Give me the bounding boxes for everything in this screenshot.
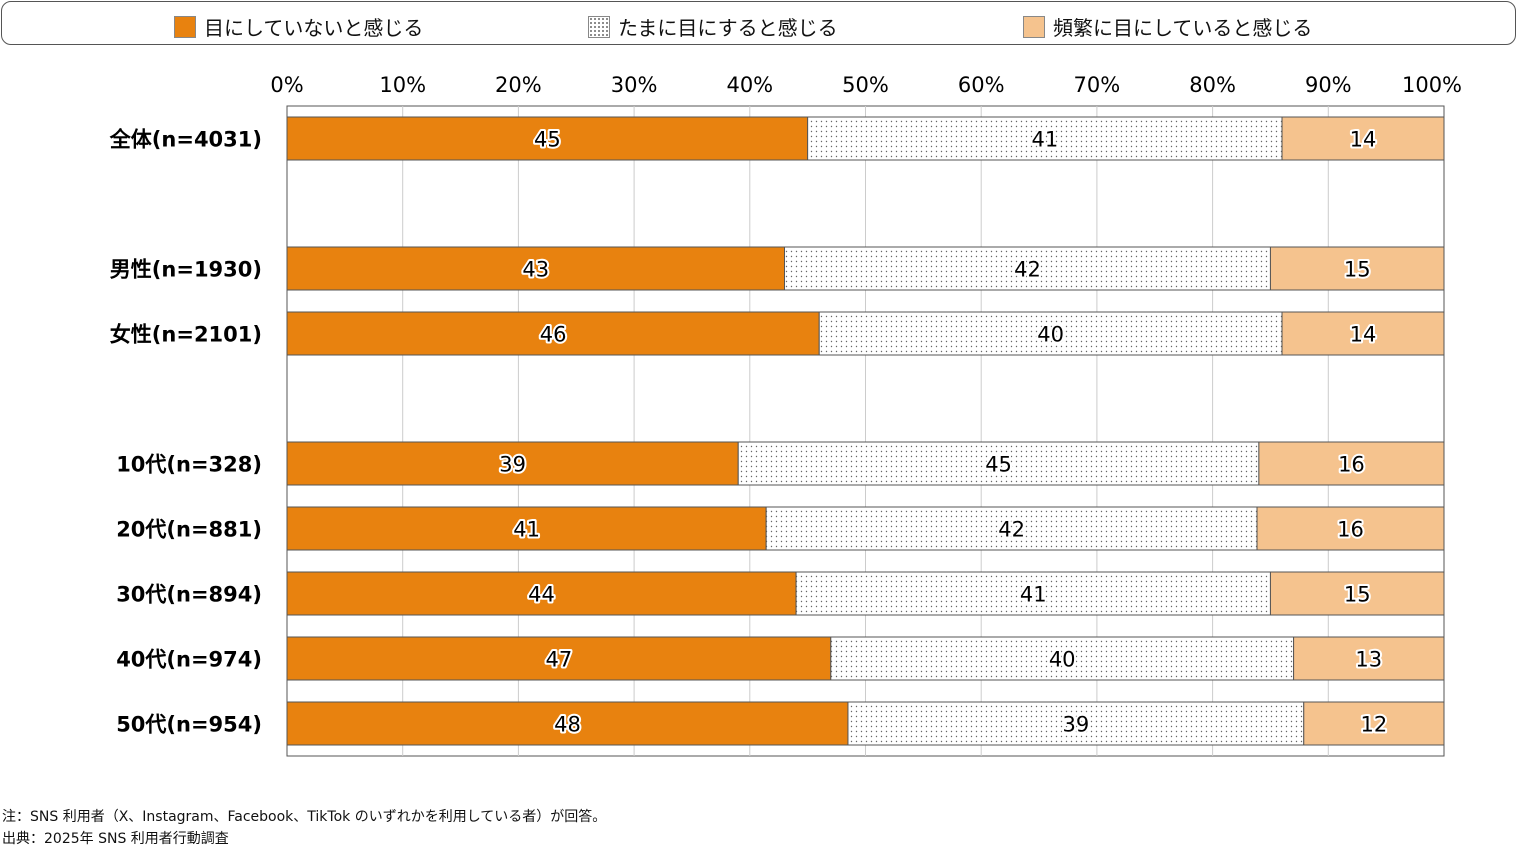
x-tick-label: 30%: [611, 73, 658, 97]
bar-segment: [1281, 116, 1445, 161]
data-label: 46: [540, 323, 567, 347]
data-label: 45: [534, 128, 561, 152]
bar-segment: [286, 636, 832, 681]
data-label: 43: [522, 258, 549, 282]
x-tick-label: 40%: [726, 73, 773, 97]
data-label: 12: [1361, 713, 1388, 737]
data-label: 39: [499, 453, 526, 477]
legend-label: 頻繁に目にしていると感じる: [1053, 16, 1313, 40]
bar-segment: [830, 636, 1295, 681]
x-tick-label: 20%: [495, 73, 542, 97]
legend-item-sometimes: たまに目にすると感じる: [588, 12, 838, 41]
data-label: 16: [1338, 453, 1365, 477]
legend: 目にしていないと感じる たまに目にすると感じる 頻繁に目にしていると感じる: [1, 1, 1516, 45]
bar-segment: [286, 311, 820, 356]
data-label: 42: [998, 518, 1025, 542]
bar-segment: [795, 571, 1271, 616]
data-label: 47: [546, 648, 573, 672]
data-label: 41: [1020, 583, 1047, 607]
data-label: 15: [1344, 258, 1371, 282]
bar-segment: [1269, 246, 1445, 291]
bar-segment: [737, 441, 1260, 486]
data-label: 14: [1350, 128, 1377, 152]
category-label: 男性(n=1930): [110, 258, 262, 282]
legend-item-not-seen: 目にしていないと感じる: [174, 12, 423, 41]
data-label: 40: [1049, 648, 1076, 672]
x-tick-label: 0%: [270, 73, 303, 97]
legend-swatch: [1023, 15, 1045, 38]
x-tick-label: 80%: [1189, 73, 1236, 97]
category-label: 全体(n=4031): [109, 128, 262, 152]
source-note: 出典：2025年 SNS 利用者行動調査: [2, 831, 229, 847]
category-label: 40代(n=974): [116, 648, 262, 672]
bar-segment: [1281, 311, 1445, 356]
data-label: 40: [1037, 323, 1064, 347]
category-label: 20代(n=881): [116, 518, 262, 542]
x-tick-label: 100%: [1402, 73, 1462, 97]
x-tick-label: 10%: [379, 73, 426, 97]
bar-segment: [286, 246, 786, 291]
data-label: 13: [1355, 648, 1382, 672]
x-tick-label: 90%: [1305, 73, 1352, 97]
legend-label: 目にしていないと感じる: [204, 16, 424, 40]
legend-swatch: [174, 15, 196, 38]
x-tick-label: 70%: [1074, 73, 1121, 97]
data-label: 48: [554, 713, 581, 737]
data-label: 39: [1062, 713, 1089, 737]
bar-segment: [286, 701, 849, 746]
bar-segment: [807, 116, 1283, 161]
bar-segment: [1293, 636, 1445, 681]
x-tick-label: 60%: [958, 73, 1005, 97]
x-tick-label: 50%: [842, 73, 889, 97]
data-label: 41: [1031, 128, 1058, 152]
bar-segment: [1258, 441, 1445, 486]
data-label: 42: [1014, 258, 1041, 282]
data-label: 16: [1337, 518, 1364, 542]
category-label: 30代(n=894): [116, 583, 262, 607]
bar-segment: [286, 506, 767, 551]
legend-item-frequent: 頻繁に目にしていると感じる: [1023, 12, 1312, 41]
bar-segment: [784, 246, 1271, 291]
category-label: 10代(n=328): [116, 453, 262, 477]
bar-segment: [1269, 571, 1445, 616]
footnote: 注：SNS 利用者（X、Instagram、Facebook、TikTok のい…: [2, 809, 607, 825]
data-label: 44: [528, 583, 555, 607]
bar-segment: [1303, 701, 1445, 746]
category-label: 50代(n=954): [116, 713, 262, 737]
bar-segment: [286, 571, 797, 616]
bar-segment: [1256, 506, 1445, 551]
legend-label: たまに目にすると感じる: [618, 16, 838, 40]
bar-segment: [847, 701, 1305, 746]
data-label: 41: [513, 518, 540, 542]
legend-swatch: [588, 15, 610, 38]
category-label: 女性(n=2101): [110, 323, 262, 347]
data-label: 15: [1344, 583, 1371, 607]
data-label: 45: [985, 453, 1012, 477]
data-label: 14: [1350, 323, 1377, 347]
bar-segment: [765, 506, 1258, 551]
